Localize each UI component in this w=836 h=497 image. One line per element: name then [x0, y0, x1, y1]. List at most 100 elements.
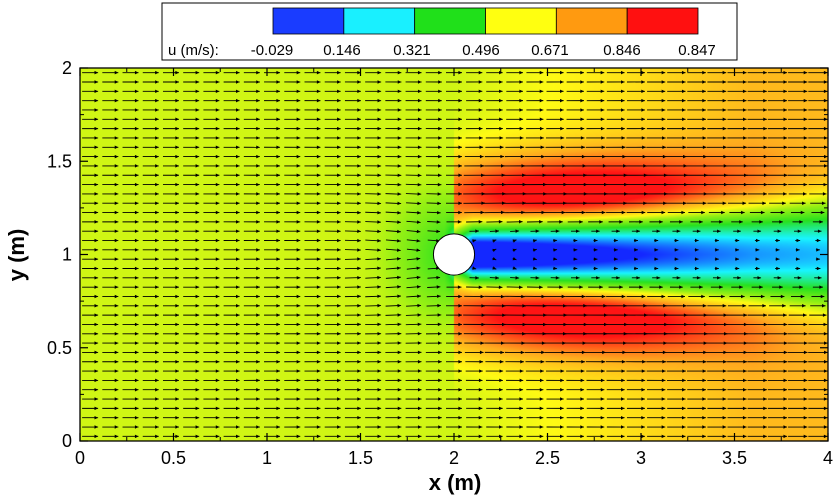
velocity-vector — [425, 406, 442, 411]
velocity-vector — [566, 80, 584, 84]
velocity-vector — [566, 136, 585, 140]
velocity-vector — [573, 257, 578, 261]
velocity-vector — [82, 238, 99, 243]
velocity-vector — [775, 257, 780, 261]
velocity-vector — [102, 434, 119, 439]
velocity-vector — [284, 434, 301, 439]
velocity-vector — [102, 257, 119, 261]
velocity-vector — [706, 154, 728, 159]
velocity-vector — [223, 285, 240, 289]
velocity-vector — [243, 154, 260, 159]
velocity-vector — [264, 332, 281, 336]
velocity-vector — [344, 369, 361, 373]
velocity-vector — [645, 304, 667, 308]
velocity-vector — [142, 126, 159, 131]
velocity-vector — [284, 89, 301, 94]
velocity-vector — [183, 350, 200, 355]
velocity-vector — [768, 313, 787, 317]
velocity-vector — [484, 341, 505, 345]
velocity-vector — [486, 397, 503, 401]
velocity-vector — [606, 369, 626, 373]
velocity-vector — [183, 201, 200, 205]
velocity-vector — [243, 322, 260, 327]
velocity-vector — [706, 350, 728, 355]
velocity-vector — [122, 98, 139, 103]
velocity-vector — [667, 425, 686, 429]
velocity-vector — [504, 164, 526, 168]
velocity-vector — [385, 136, 402, 140]
velocity-vector — [686, 369, 707, 373]
velocity-vector — [486, 285, 503, 289]
velocity-vector — [223, 210, 240, 215]
velocity-vector — [808, 434, 828, 439]
velocity-vector — [243, 406, 260, 411]
velocity-vector — [669, 285, 683, 289]
velocity-vector — [672, 276, 681, 280]
velocity-vector — [142, 397, 159, 401]
velocity-vector — [626, 369, 646, 373]
velocity-vector — [264, 98, 281, 103]
velocity-vector — [425, 136, 442, 140]
velocity-vector — [553, 266, 558, 271]
velocity-vector — [406, 266, 421, 270]
velocity-vector — [344, 192, 361, 196]
velocity-vector — [223, 378, 240, 383]
velocity-vector — [142, 220, 159, 224]
velocity-vector — [183, 70, 200, 75]
velocity-vector — [606, 294, 626, 299]
velocity-vector — [808, 145, 828, 150]
velocity-vector — [773, 276, 782, 280]
velocity-vector — [751, 285, 763, 289]
velocity-vector — [324, 192, 341, 196]
velocity-vector — [304, 145, 321, 150]
velocity-vector — [82, 369, 99, 373]
velocity-vector — [526, 98, 544, 103]
velocity-vector — [223, 425, 240, 429]
velocity-vector — [707, 397, 727, 401]
velocity-vector — [707, 98, 727, 103]
velocity-vector — [546, 378, 564, 383]
velocity-vector — [707, 108, 727, 112]
velocity-vector — [385, 313, 402, 317]
velocity-vector — [122, 415, 139, 420]
velocity-vector — [466, 387, 483, 392]
velocity-vector — [122, 341, 139, 345]
velocity-vector — [203, 350, 220, 355]
velocity-vector — [243, 192, 260, 196]
velocity-vector — [788, 70, 808, 75]
velocity-vector — [223, 341, 240, 345]
velocity-vector — [767, 70, 788, 75]
velocity-vector — [626, 89, 645, 94]
velocity-vector — [666, 359, 687, 364]
velocity-vector — [665, 341, 688, 345]
velocity-vector — [324, 332, 341, 336]
velocity-vector — [122, 154, 139, 159]
velocity-vector — [586, 378, 605, 383]
velocity-vector — [324, 313, 341, 317]
velocity-vector — [223, 80, 240, 84]
velocity-vector — [727, 126, 747, 131]
velocity-vector — [243, 341, 260, 345]
velocity-vector — [553, 238, 558, 243]
velocity-vector — [506, 70, 523, 75]
velocity-vector — [808, 350, 828, 355]
velocity-vector — [344, 98, 361, 103]
velocity-vector — [767, 434, 788, 439]
velocity-vector — [694, 266, 699, 271]
velocity-vector — [707, 89, 727, 94]
velocity-vector — [243, 425, 260, 429]
velocity-vector — [731, 220, 743, 224]
velocity-vector — [122, 304, 139, 308]
velocity-vector — [446, 136, 462, 140]
velocity-vector — [788, 313, 807, 317]
velocity-vector — [405, 70, 422, 75]
velocity-vector — [767, 359, 788, 364]
velocity-vector — [405, 164, 422, 168]
velocity-vector — [550, 229, 560, 233]
velocity-vector — [284, 369, 301, 373]
velocity-vector — [385, 192, 402, 196]
velocity-vector — [264, 238, 281, 243]
velocity-vector — [512, 248, 517, 253]
velocity-vector — [708, 210, 725, 215]
velocity-vector — [365, 229, 381, 234]
